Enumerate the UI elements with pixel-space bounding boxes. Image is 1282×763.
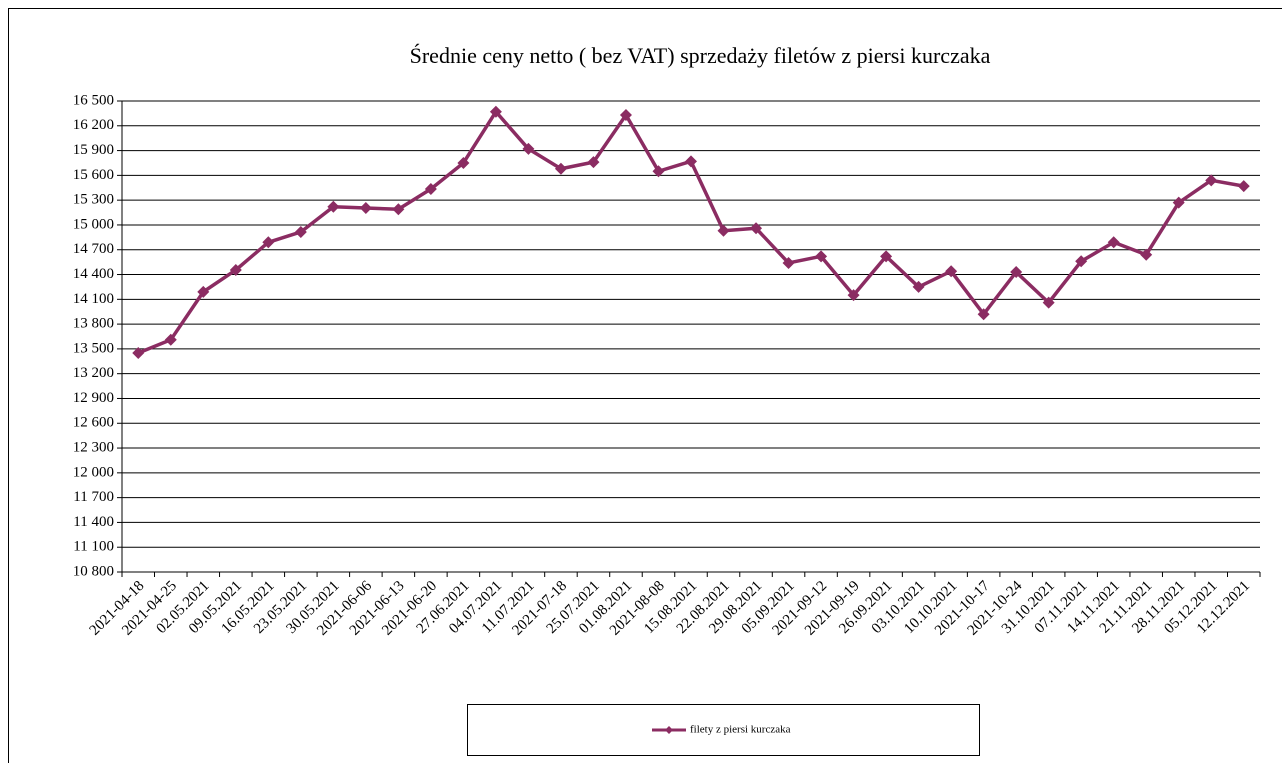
y-tick-label: 13 800 [73,316,114,332]
y-tick-label: 13 500 [73,340,114,356]
point-marker [782,256,795,269]
point-marker [522,142,535,155]
point-marker [424,183,437,196]
y-tick-label: 16 200 [73,117,114,133]
point-marker [294,225,307,238]
legend [467,704,980,756]
y-tick-label: 15 600 [73,167,114,183]
legend-label: filety z piersi kurczaka [690,724,791,736]
point-marker [717,224,730,237]
point-marker [197,285,210,298]
y-tick-label: 14 100 [73,291,114,307]
y-tick-label: 12 000 [73,464,114,480]
y-tick-label: 11 700 [73,489,114,505]
chart-title: Średnie ceny netto ( bez VAT) sprzedaży … [410,43,991,68]
point-marker [1042,296,1055,309]
y-tick-label: 16 500 [73,92,114,108]
point-marker [262,236,275,249]
point-marker [750,222,763,235]
point-marker [554,162,567,175]
point-marker [977,308,990,321]
y-tick-label: 12 900 [73,390,114,406]
point-marker [1107,236,1120,249]
point-marker [457,156,470,169]
point-marker [392,203,405,216]
y-tick-label: 15 900 [73,142,114,158]
point-marker [359,202,372,215]
y-tick-label: 12 600 [73,415,114,431]
y-tick-label: 15 000 [73,216,114,232]
point-marker [132,347,145,360]
point-marker [1010,266,1023,279]
point-marker [880,250,893,263]
y-tick-label: 14 400 [73,266,114,282]
point-marker [1172,196,1185,209]
point-marker [1205,174,1218,187]
y-tick-label: 11 100 [73,539,114,555]
legend-marker [665,726,673,734]
point-marker [587,156,600,169]
point-marker [164,333,177,346]
point-marker [327,200,340,213]
y-tick-label: 15 300 [73,192,114,208]
point-marker [619,109,632,122]
y-tick-label: 11 400 [73,514,114,530]
y-tick-label: 10 800 [73,563,114,579]
y-tick-label: 13 200 [73,365,114,381]
point-marker [847,289,860,302]
point-marker [815,250,828,263]
point-marker [489,105,502,118]
point-marker [1075,255,1088,268]
point-marker [1140,248,1153,261]
point-marker [912,280,925,293]
chart-border [8,8,1282,763]
point-marker [685,155,697,168]
point-marker [229,263,242,276]
y-tick-label: 14 700 [73,241,114,257]
point-marker [1237,180,1250,193]
y-tick-label: 12 300 [73,439,114,455]
point-marker [945,265,958,278]
point-marker [652,165,665,178]
